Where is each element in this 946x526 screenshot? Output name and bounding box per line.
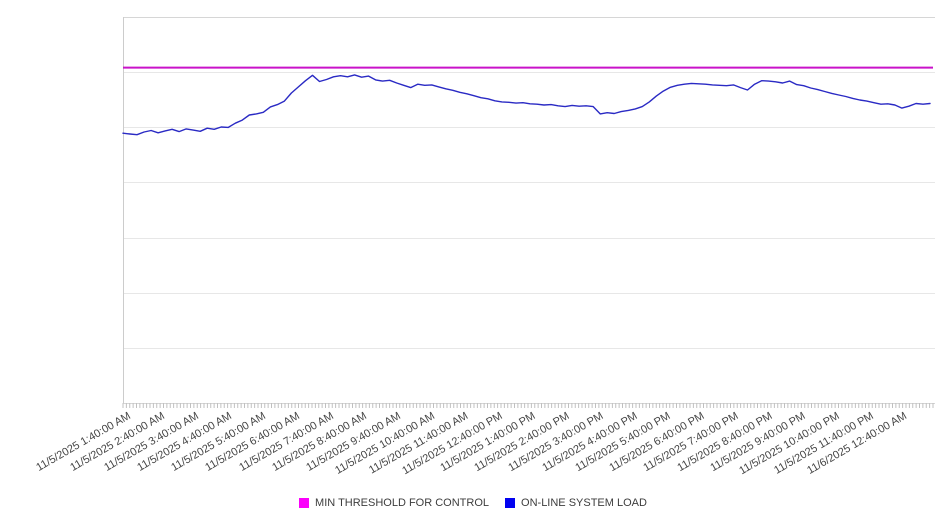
legend-item-online-system-load[interactable]: ON-LINE SYSTEM LOAD [505, 497, 647, 509]
legend-label: MIN THRESHOLD FOR CONTROL [315, 497, 490, 509]
legend-item-min-threshold[interactable]: MIN THRESHOLD FOR CONTROL [299, 497, 489, 509]
chart-legend: MIN THRESHOLD FOR CONTROL ON-LINE SYSTEM… [0, 497, 946, 509]
load-line [122, 74, 931, 136]
legend-label: ON-LINE SYSTEM LOAD [521, 497, 647, 509]
legend-swatch-blue-icon [505, 498, 516, 508]
legend-swatch-magenta-icon [299, 498, 310, 508]
